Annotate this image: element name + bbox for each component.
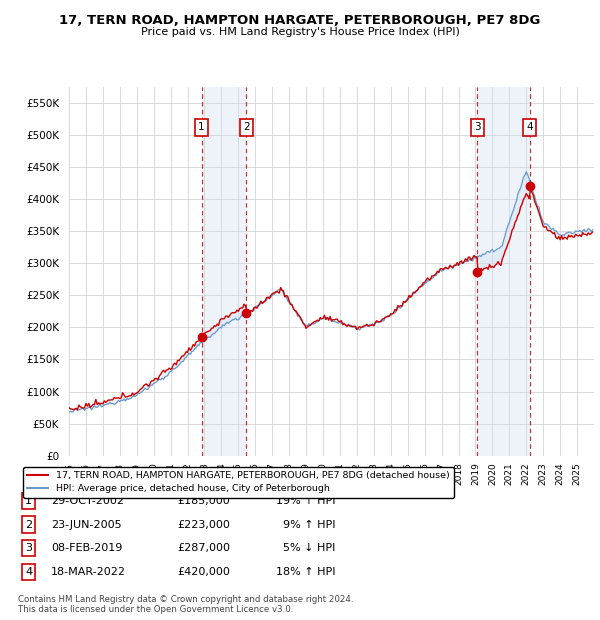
Text: 3: 3 [25, 543, 32, 553]
Text: This data is licensed under the Open Government Licence v3.0.: This data is licensed under the Open Gov… [18, 604, 293, 614]
Text: £420,000: £420,000 [177, 567, 230, 577]
Text: 17, TERN ROAD, HAMPTON HARGATE, PETERBOROUGH, PE7 8DG: 17, TERN ROAD, HAMPTON HARGATE, PETERBOR… [59, 14, 541, 27]
Text: 23-JUN-2005: 23-JUN-2005 [51, 520, 122, 529]
Bar [477, 87, 530, 456]
Text: 29-OCT-2002: 29-OCT-2002 [51, 496, 124, 506]
Text: 18% ↑ HPI: 18% ↑ HPI [276, 567, 335, 577]
Text: 19% ↑ HPI: 19% ↑ HPI [276, 496, 335, 506]
Text: Contains HM Land Registry data © Crown copyright and database right 2024.: Contains HM Land Registry data © Crown c… [18, 595, 353, 604]
Text: 1: 1 [25, 496, 32, 506]
Text: 2: 2 [25, 520, 32, 529]
Legend: 17, TERN ROAD, HAMPTON HARGATE, PETERBOROUGH, PE7 8DG (detached house), HPI: Ave: 17, TERN ROAD, HAMPTON HARGATE, PETERBOR… [23, 467, 454, 498]
Text: 4: 4 [25, 567, 32, 577]
Text: 2: 2 [243, 122, 250, 133]
Text: 4: 4 [527, 122, 533, 133]
Text: 18-MAR-2022: 18-MAR-2022 [51, 567, 126, 577]
Text: 9% ↑ HPI: 9% ↑ HPI [276, 520, 335, 529]
Text: 08-FEB-2019: 08-FEB-2019 [51, 543, 122, 553]
Text: 3: 3 [474, 122, 481, 133]
Text: 1: 1 [198, 122, 205, 133]
Text: Price paid vs. HM Land Registry's House Price Index (HPI): Price paid vs. HM Land Registry's House … [140, 27, 460, 37]
Text: £223,000: £223,000 [177, 520, 230, 529]
Text: £185,000: £185,000 [177, 496, 230, 506]
Text: 5% ↓ HPI: 5% ↓ HPI [276, 543, 335, 553]
Text: £287,000: £287,000 [177, 543, 230, 553]
Bar [202, 87, 247, 456]
